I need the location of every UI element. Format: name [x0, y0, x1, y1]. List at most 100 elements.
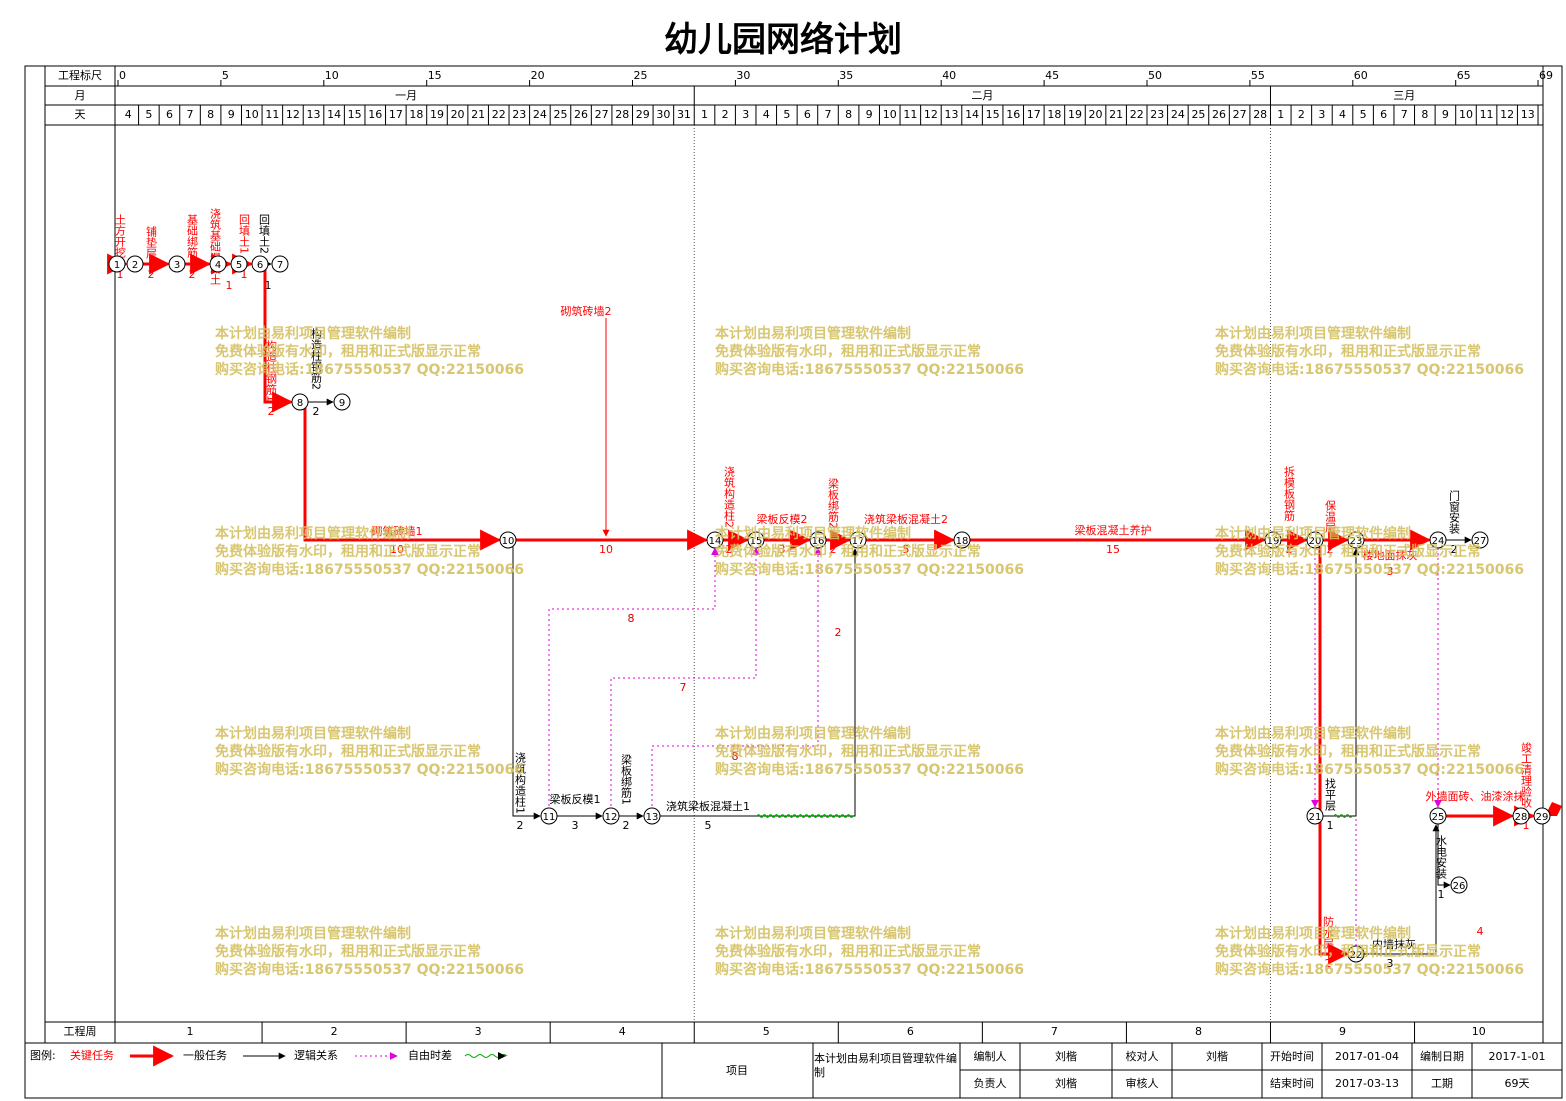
day-label: 26 [574, 108, 588, 121]
activity-name: 找平层 [1324, 777, 1337, 812]
activity-duration: 2 [268, 405, 275, 418]
week-label: 1 [187, 1025, 194, 1038]
activity-name: 土方开挖 [114, 214, 127, 258]
watermark: 购买咨询电话:18675550537 QQ:22150066 [1215, 961, 1524, 978]
node [108, 255, 126, 273]
scale-label: 40 [942, 69, 956, 82]
day-label: 12 [1500, 108, 1514, 121]
day-label: 11 [903, 108, 917, 121]
node-label: 17 [852, 536, 865, 547]
node-label: 18 [956, 536, 969, 547]
activity-duration: 3 [1387, 957, 1394, 970]
logic-relation [610, 547, 760, 816]
watermark: 本计划由易利项目管理软件编制 [215, 925, 411, 942]
node-label: 16 [812, 536, 825, 547]
week-label: 6 [907, 1025, 914, 1038]
watermark: 本计划由易利项目管理软件编制 [715, 725, 911, 742]
activity-name: 梁板混凝土养护 [1075, 523, 1152, 537]
free-float: 2 [835, 626, 842, 639]
watermark: 免费体验版有水印，租用和正式版显示正常 [215, 543, 481, 560]
free-float-wave [756, 814, 854, 818]
scale-label: 30 [736, 69, 750, 82]
scale-label: 0 [119, 69, 126, 82]
day-label: 6 [804, 108, 811, 121]
watermark: 免费体验版有水印，租用和正式版显示正常 [215, 743, 481, 760]
activity-duration: 2 [1327, 543, 1334, 556]
day-label: 9 [228, 108, 235, 121]
activity-name: 门窗安装 [1448, 489, 1461, 535]
activity-name: 浇筑梁板混凝土1 [666, 799, 750, 813]
scale-label: 50 [1148, 69, 1162, 82]
footer-label: 工期 [1431, 1077, 1453, 1090]
activity-name: 竣工清理验收 [1520, 741, 1533, 809]
watermark: 购买咨询电话:18675550537 QQ:22150066 [1215, 761, 1524, 778]
activity-duration: 2 [189, 268, 196, 281]
watermark: 免费体验版有水印，租用和正式版显示正常 [1215, 743, 1481, 760]
week-label: 5 [763, 1025, 770, 1038]
footer-project: 本计划由易利项目管理软件编制 [814, 1052, 957, 1079]
day-label: 11 [265, 108, 279, 121]
watermark: 免费体验版有水印，租用和正式版显示正常 [715, 543, 981, 560]
legend-label: 关键任务 [70, 1048, 114, 1062]
node [230, 255, 248, 273]
day-label: 7 [825, 108, 832, 121]
node [1471, 531, 1489, 549]
node [1450, 876, 1468, 894]
day-label: 10 [1459, 108, 1473, 121]
day-label: 5 [783, 108, 790, 121]
week-label: 3 [475, 1025, 482, 1038]
watermark: 购买咨询电话:18675550537 QQ:22150066 [715, 961, 1024, 978]
node [602, 807, 620, 825]
node-label: 25 [1432, 812, 1445, 823]
month-label: 二月 [971, 89, 993, 102]
row-label: 天 [75, 108, 86, 121]
legend-title: 图例: [30, 1048, 56, 1062]
node-label: 22 [1350, 950, 1363, 961]
day-label: 31 [677, 108, 691, 121]
node [291, 393, 309, 411]
node-label: 3 [174, 260, 180, 271]
node [1533, 807, 1551, 825]
day-label: 23 [512, 108, 526, 121]
title: 幼儿园网络计划 [664, 20, 902, 60]
day-label: 5 [1360, 108, 1367, 121]
week-label: 9 [1339, 1025, 1346, 1038]
activity-duration: 5 [705, 819, 712, 832]
free-float: 8 [628, 612, 635, 625]
node [540, 807, 558, 825]
day-label: 9 [1442, 108, 1449, 121]
day-label: 26 [1212, 108, 1226, 121]
activity-name: 浇筑构造柱1 [514, 752, 527, 814]
activity-name: 外墙面砖、油漆涂抹 [1426, 789, 1525, 803]
day-label: 15 [348, 108, 362, 121]
activity-name: 回填土1 [238, 214, 251, 254]
node [1264, 531, 1282, 549]
node [643, 807, 661, 825]
activity-duration: 2 [1325, 957, 1332, 970]
activity-name: 砌筑砖墙1 [372, 524, 423, 538]
day-label: 16 [368, 108, 382, 121]
day-label: 21 [471, 108, 485, 121]
node [333, 393, 351, 411]
day-label: 13 [307, 108, 321, 121]
watermark: 购买咨询电话:18675550537 QQ:22150066 [1215, 361, 1524, 378]
day-label: 4 [763, 108, 770, 121]
footer-label: 审核人 [1126, 1076, 1159, 1090]
scale-label: 45 [1045, 69, 1059, 82]
node-label: 9 [339, 398, 345, 409]
watermark: 购买咨询电话:18675550537 QQ:22150066 [215, 961, 524, 978]
footer-value: 刘楷 [1206, 1049, 1228, 1063]
watermark: 本计划由易利项目管理软件编制 [1215, 325, 1411, 342]
node [1306, 531, 1324, 549]
node [271, 255, 289, 273]
node-label: 4 [215, 260, 221, 271]
legend-swatch [498, 1052, 506, 1060]
watermark: 免费体验版有水印，租用和正式版显示正常 [215, 343, 481, 360]
activity-arrow [303, 402, 502, 551]
node-label: 23 [1350, 536, 1363, 547]
watermark: 免费体验版有水印，租用和正式版显示正常 [1215, 943, 1481, 960]
week-label: 10 [1472, 1025, 1486, 1038]
day-label: 19 [1068, 108, 1082, 121]
node [209, 255, 227, 273]
day-label: 24 [1171, 108, 1185, 121]
